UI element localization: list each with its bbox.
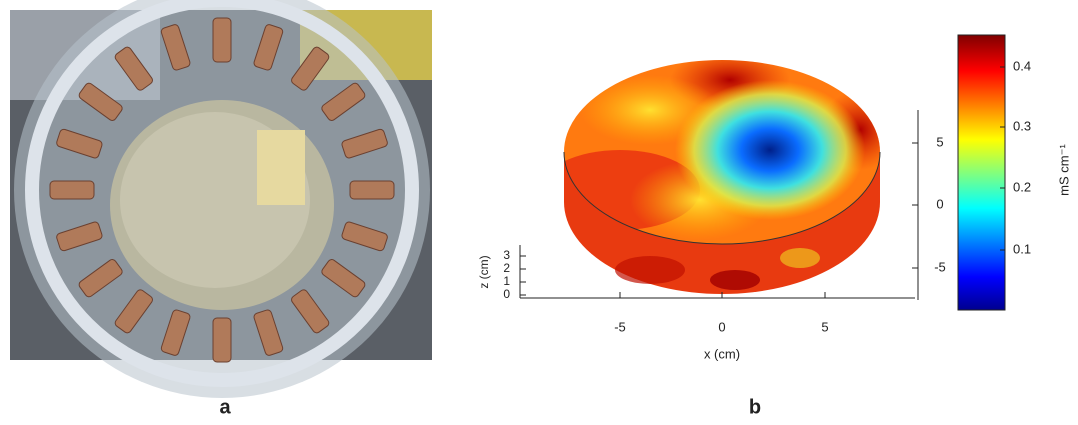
panel-label: a: [219, 396, 231, 418]
figure: ab-505x (cm)50-50123z (cm)0.40.30.20.1mS…: [0, 0, 1078, 420]
electrode: [350, 181, 394, 199]
z-tick-label: 0: [503, 287, 510, 301]
z-tick-label: 1: [503, 274, 510, 288]
electrode: [50, 181, 94, 199]
z-tick-label: 2: [503, 261, 510, 275]
plot-3d: [520, 35, 1005, 310]
y-tick-label: 5: [936, 134, 943, 149]
panel-label: b: [749, 396, 761, 418]
x-tick-label: 0: [718, 319, 725, 334]
y-tick-label: -5: [934, 259, 946, 274]
electrode: [213, 318, 231, 362]
colorbar-tick-label: 0.3: [1013, 118, 1031, 133]
z-tick-label: 3: [503, 248, 510, 262]
colorbar-tick-label: 0.1: [1013, 241, 1031, 256]
y-tick-label: 0: [936, 196, 943, 211]
colorbar-tick-label: 0.4: [1013, 58, 1031, 73]
photo: [10, 0, 432, 398]
electrode: [213, 18, 231, 62]
z-axis-label: z (cm): [477, 255, 491, 288]
x-tick-label: -5: [614, 319, 626, 334]
colorbar-label: mS cm⁻¹: [1056, 144, 1071, 196]
x-axis-label: x (cm): [704, 346, 740, 361]
x-tick-label: 5: [821, 319, 828, 334]
colorbar-tick-label: 0.2: [1013, 179, 1031, 194]
